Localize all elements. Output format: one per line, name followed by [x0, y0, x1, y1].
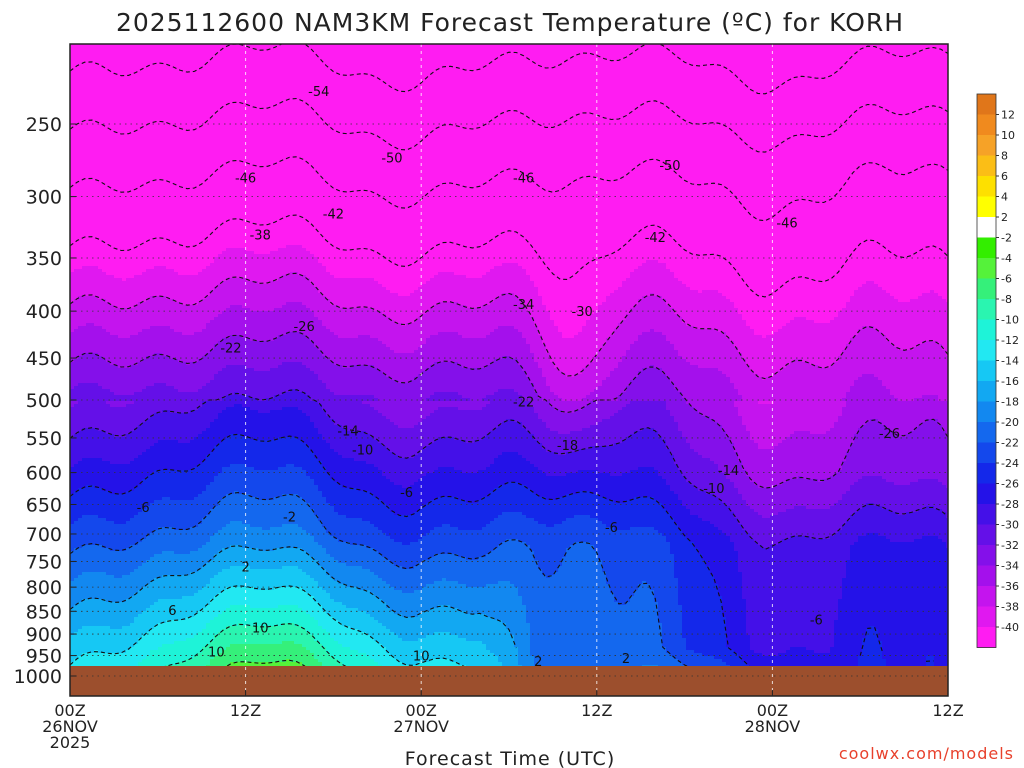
chart-title: 2025112600 NAM3KM Forecast Temperature (… — [116, 8, 904, 37]
temperature-bands — [70, 44, 951, 699]
temperature-cross-section-chart: 2025112600 NAM3KM Forecast Temperature (… — [0, 0, 1024, 768]
